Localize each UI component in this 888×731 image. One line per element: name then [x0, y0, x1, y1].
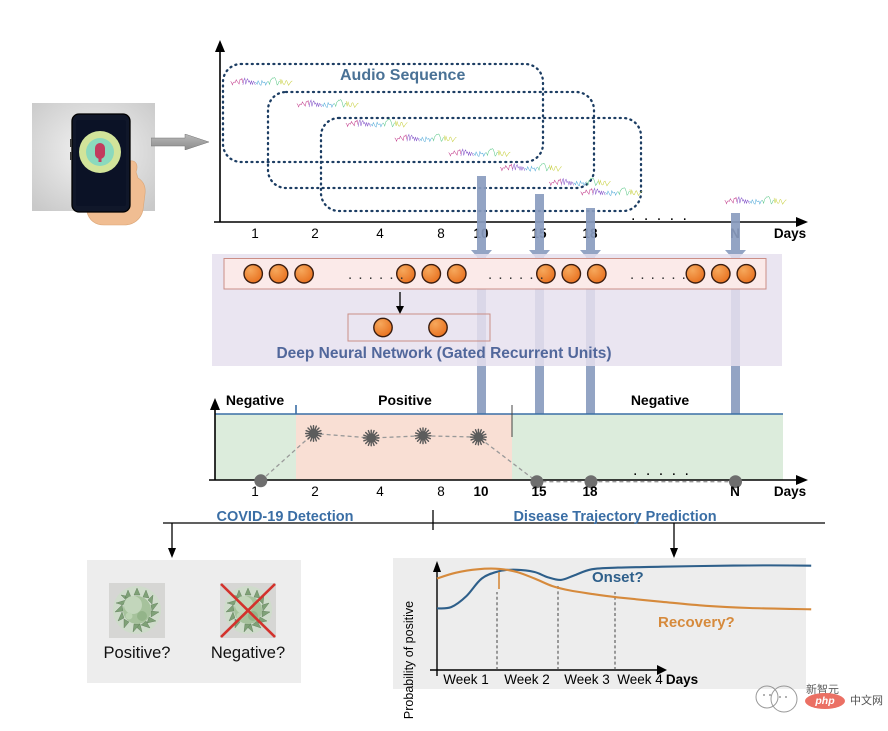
svg-text:中文网: 中文网	[850, 693, 883, 707]
svg-text:php: php	[814, 695, 835, 707]
